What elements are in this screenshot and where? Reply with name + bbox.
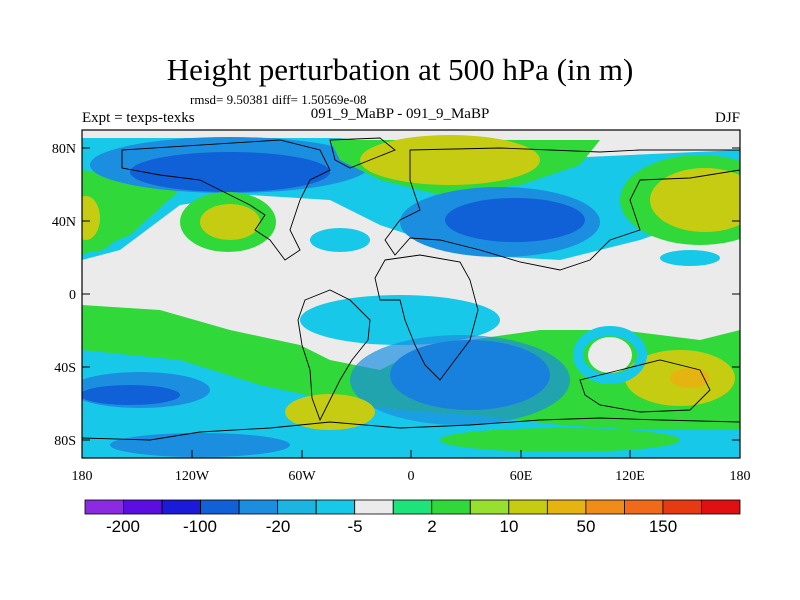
colorbar-label-minus-20: -20 <box>266 517 291 536</box>
coastline-north-america <box>121 139 331 261</box>
colorbar-label-10: 10 <box>500 517 519 536</box>
colorbar-swatch <box>277 499 317 515</box>
lon-label-60w: 60W <box>288 469 316 484</box>
south-ring-gray <box>588 337 632 373</box>
colorbar-swatch <box>315 499 356 515</box>
colorbar-swatch <box>238 499 279 515</box>
coastline-africa <box>374 254 479 381</box>
lat-label-0: 0 <box>69 288 76 303</box>
polar-blue <box>110 433 290 457</box>
south-indian-orange <box>670 368 710 388</box>
polar-green <box>440 428 680 452</box>
colorbar-swatch <box>585 499 625 515</box>
colorbar-swatch <box>123 499 163 515</box>
lon-label-120e: 120E <box>615 469 645 484</box>
north-yellow-arc <box>360 135 540 185</box>
lon-label-60e: 60E <box>510 469 533 484</box>
tropic-blue-band <box>300 295 500 345</box>
colorbar-label-2: 2 <box>427 517 436 536</box>
south-pacific-dark <box>82 385 180 405</box>
plot-title: Height perturbation at 500 hPa (in m) <box>166 52 634 87</box>
colorbar-swatch <box>701 499 741 515</box>
colorbar-label-50: 50 <box>577 517 596 536</box>
colorbar-label-minus-100: -100 <box>183 517 217 536</box>
lat-label-40n: 40N <box>52 215 76 230</box>
colorbar-swatch <box>200 499 240 515</box>
south-atlantic-yellow <box>285 394 375 430</box>
colorbar-swatch <box>392 499 433 515</box>
colorbar-swatch <box>469 499 510 515</box>
north-arctic-dark <box>130 152 330 192</box>
colorbar-swatch <box>662 499 702 515</box>
coastline-australia <box>579 359 711 413</box>
colorbar-label-minus-200: -200 <box>106 517 140 536</box>
pacific-yellow-high <box>200 204 260 240</box>
axis-ticks <box>81 147 741 458</box>
asia-dark-low <box>445 198 585 242</box>
colorbar-swatch <box>431 499 471 515</box>
colorbar-swatch <box>546 499 587 515</box>
nw-blue-small <box>310 228 370 252</box>
lat-label-40s: 40S <box>54 361 76 376</box>
lat-label-80s: 80S <box>54 434 76 449</box>
colorbar <box>84 499 741 515</box>
contour-field <box>82 130 740 458</box>
coastline-south-america <box>297 289 371 422</box>
cases-label: 091_9_MaBP - 091_9_MaBP <box>310 106 490 122</box>
tropic-blue-small <box>660 250 720 266</box>
experiment-label: Expt = texps-texks <box>82 110 195 126</box>
lon-label-180w: 180 <box>72 469 93 484</box>
colorbar-swatch <box>354 499 394 515</box>
colorbar-label-minus-5: -5 <box>347 517 362 536</box>
lon-label-0: 0 <box>408 469 415 484</box>
colorbar-swatch <box>161 499 201 515</box>
colorbar-swatch <box>84 499 124 515</box>
lat-label-80n: 80N <box>52 142 76 157</box>
colorbar-swatch <box>624 499 664 515</box>
coastline-antarctica <box>82 417 740 441</box>
lon-label-120w: 120W <box>175 469 210 484</box>
southern-blue-trough <box>350 335 570 425</box>
lon-label-180e: 180 <box>730 469 751 484</box>
coastline-greenland <box>329 137 396 169</box>
east-yellow-high <box>650 168 740 232</box>
west-yellow-high <box>82 196 100 240</box>
south-ring-blue <box>573 326 647 384</box>
stats-text: rmsd= 9.50381 diff= 1.50569e-08 <box>190 92 367 107</box>
season-label: DJF <box>714 110 740 126</box>
coastline-eurasia <box>384 147 740 271</box>
colorbar-swatch <box>508 499 548 515</box>
colorbar-label-150: 150 <box>649 517 677 536</box>
